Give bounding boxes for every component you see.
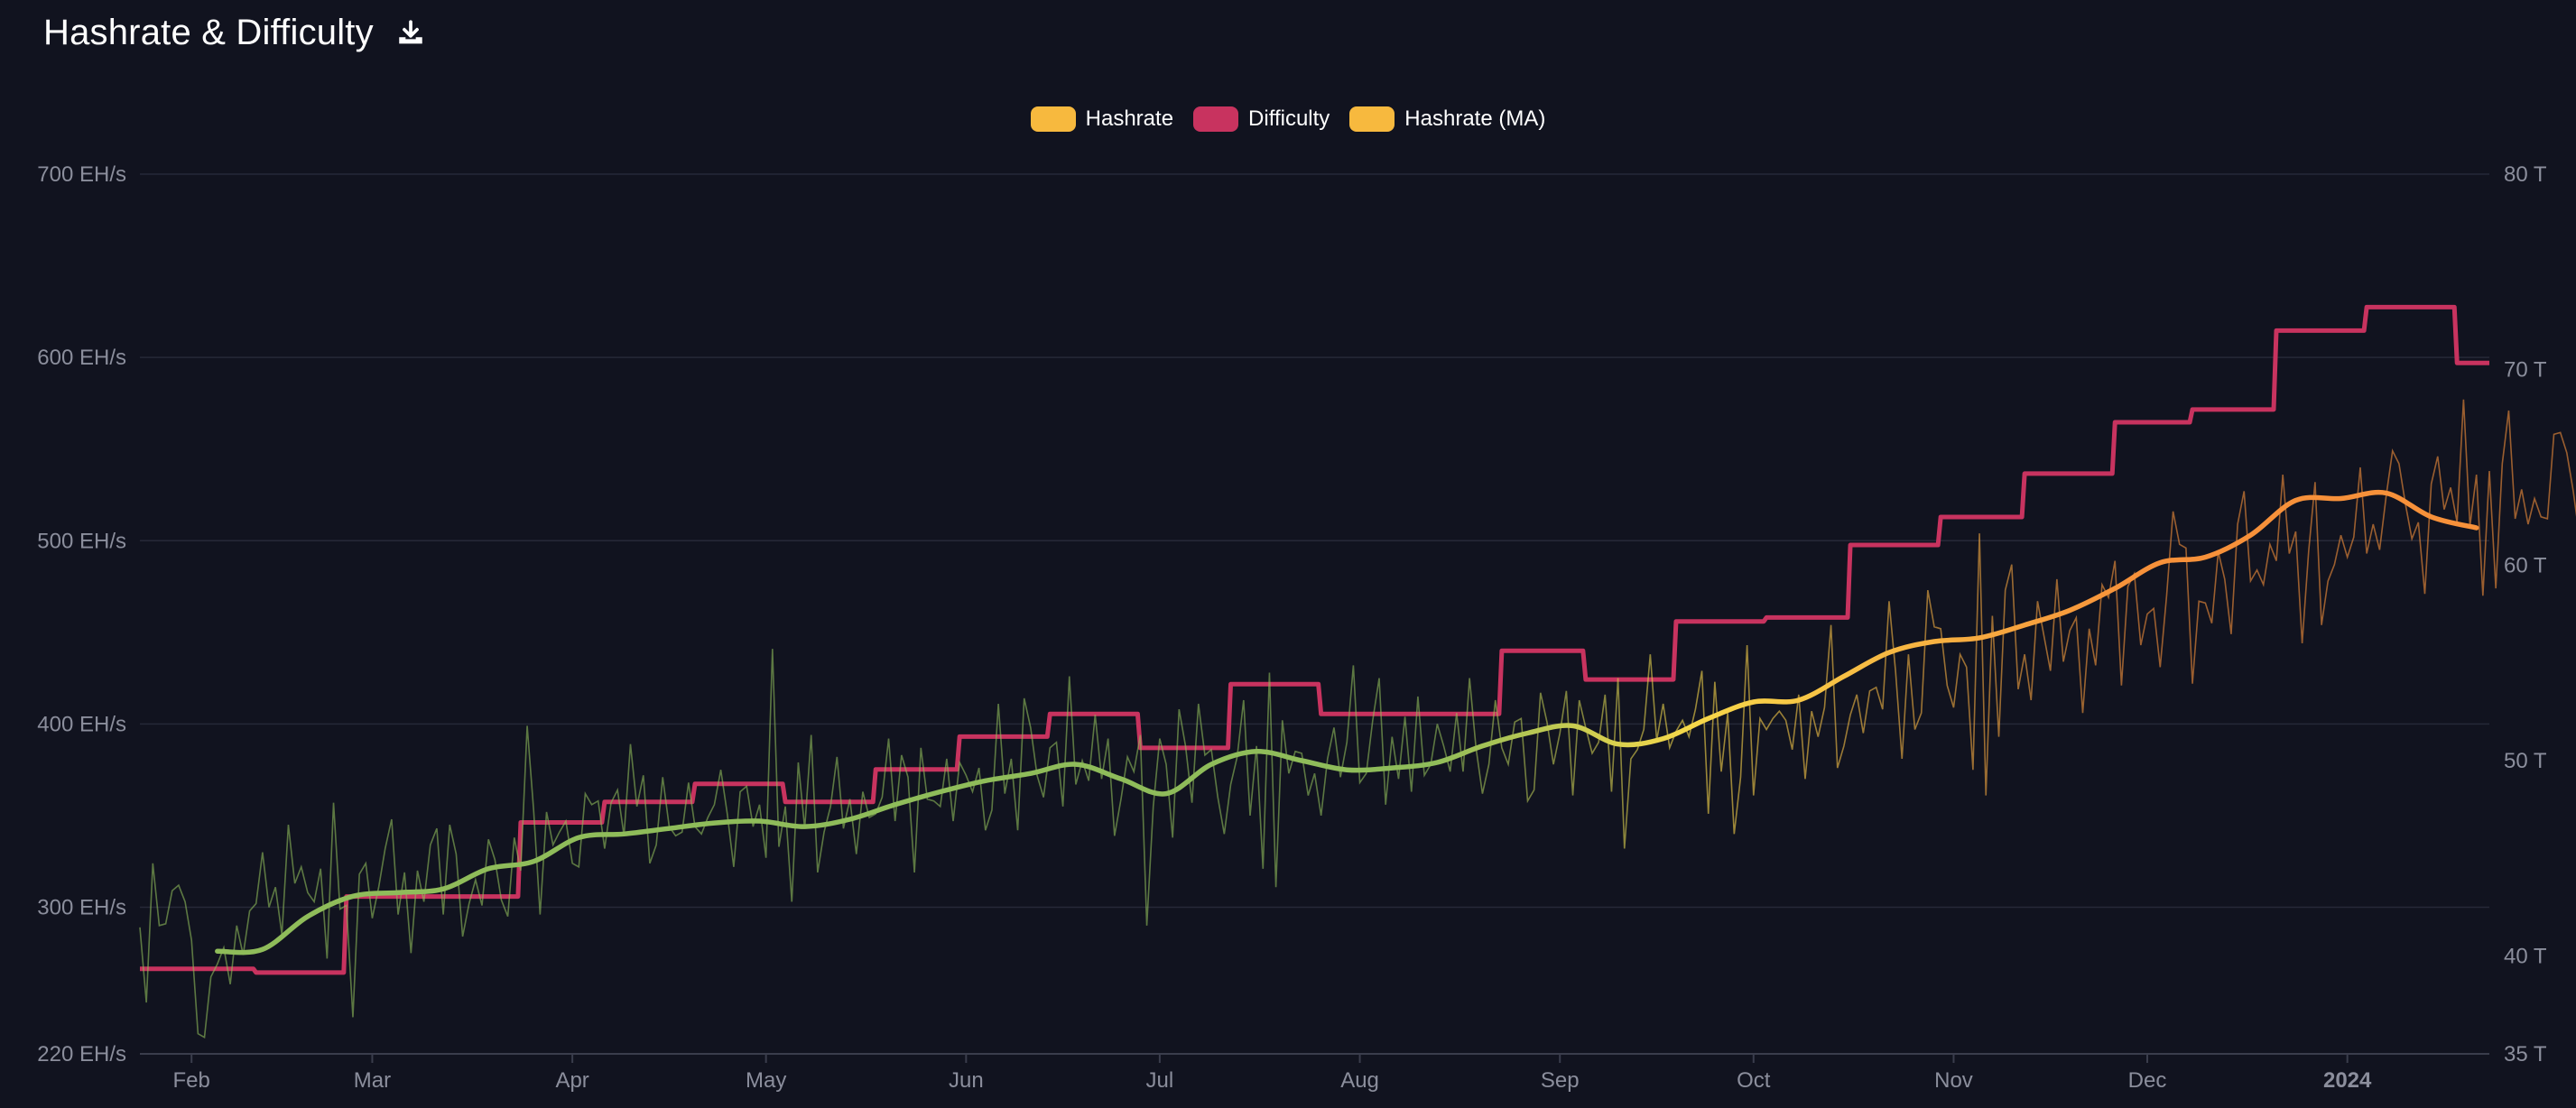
legend-swatch-hashrate-ma <box>1349 106 1395 132</box>
series-line-hashrate-ma <box>215 489 2479 956</box>
x-tick-label: 2024 <box>2323 1068 2372 1093</box>
legend-swatch-hashrate <box>1030 106 1076 132</box>
y-left-tick-label: 220 EH/s <box>37 1042 126 1066</box>
series-line-hashrate <box>139 399 2576 1039</box>
download-icon-glyph <box>399 19 422 43</box>
download-icon[interactable] <box>394 16 428 51</box>
x-tick-label: Sep <box>1541 1068 1580 1093</box>
y-right-tick-label: 50 T <box>2504 749 2547 773</box>
chart-header: Hashrate & Difficulty <box>43 13 428 53</box>
x-tick-label: Dec <box>2128 1068 2167 1093</box>
x-tick-label: Jun <box>949 1068 984 1093</box>
y-right-tick-label: 70 T <box>2504 358 2547 383</box>
x-tick-label: Apr <box>555 1068 588 1093</box>
series-line-difficulty <box>140 304 2489 975</box>
legend-label-difficulty: Difficulty <box>1248 106 1330 131</box>
y-right-tick-label: 40 T <box>2504 945 2547 969</box>
x-tick-label: Feb <box>173 1068 210 1093</box>
x-tick-label: Jul <box>1146 1068 1174 1093</box>
x-tick-label: Oct <box>1737 1068 1771 1093</box>
y-left-tick-label: 300 EH/s <box>37 896 126 920</box>
y-left-tick-label: 700 EH/s <box>37 162 126 187</box>
y-left-tick-label: 400 EH/s <box>37 712 126 736</box>
y-left-tick-label: 600 EH/s <box>37 346 126 370</box>
x-tick-label: May <box>746 1068 786 1093</box>
chart-legend: Hashrate Difficulty Hashrate (MA) <box>0 106 2576 132</box>
x-tick-label: Nov <box>1934 1068 1973 1093</box>
y-left-tick-label: 500 EH/s <box>37 529 126 553</box>
legend-item-hashrate[interactable]: Hashrate <box>1030 106 1174 132</box>
legend-item-difficulty[interactable]: Difficulty <box>1193 106 1330 132</box>
y-right-tick-label: 80 T <box>2504 162 2547 187</box>
x-tick-label: Aug <box>1340 1068 1379 1093</box>
x-tick-label: Mar <box>354 1068 391 1093</box>
legend-label-hashrate: Hashrate <box>1085 106 1174 131</box>
y-right-tick-label: 60 T <box>2504 553 2547 577</box>
y-right-tick-label: 35 T <box>2504 1042 2547 1066</box>
legend-label-hashrate-ma: Hashrate (MA) <box>1404 106 1546 131</box>
legend-swatch-difficulty <box>1193 106 1239 132</box>
chart-title: Hashrate & Difficulty <box>43 13 374 52</box>
legend-item-hashrate-ma[interactable]: Hashrate (MA) <box>1349 106 1545 132</box>
